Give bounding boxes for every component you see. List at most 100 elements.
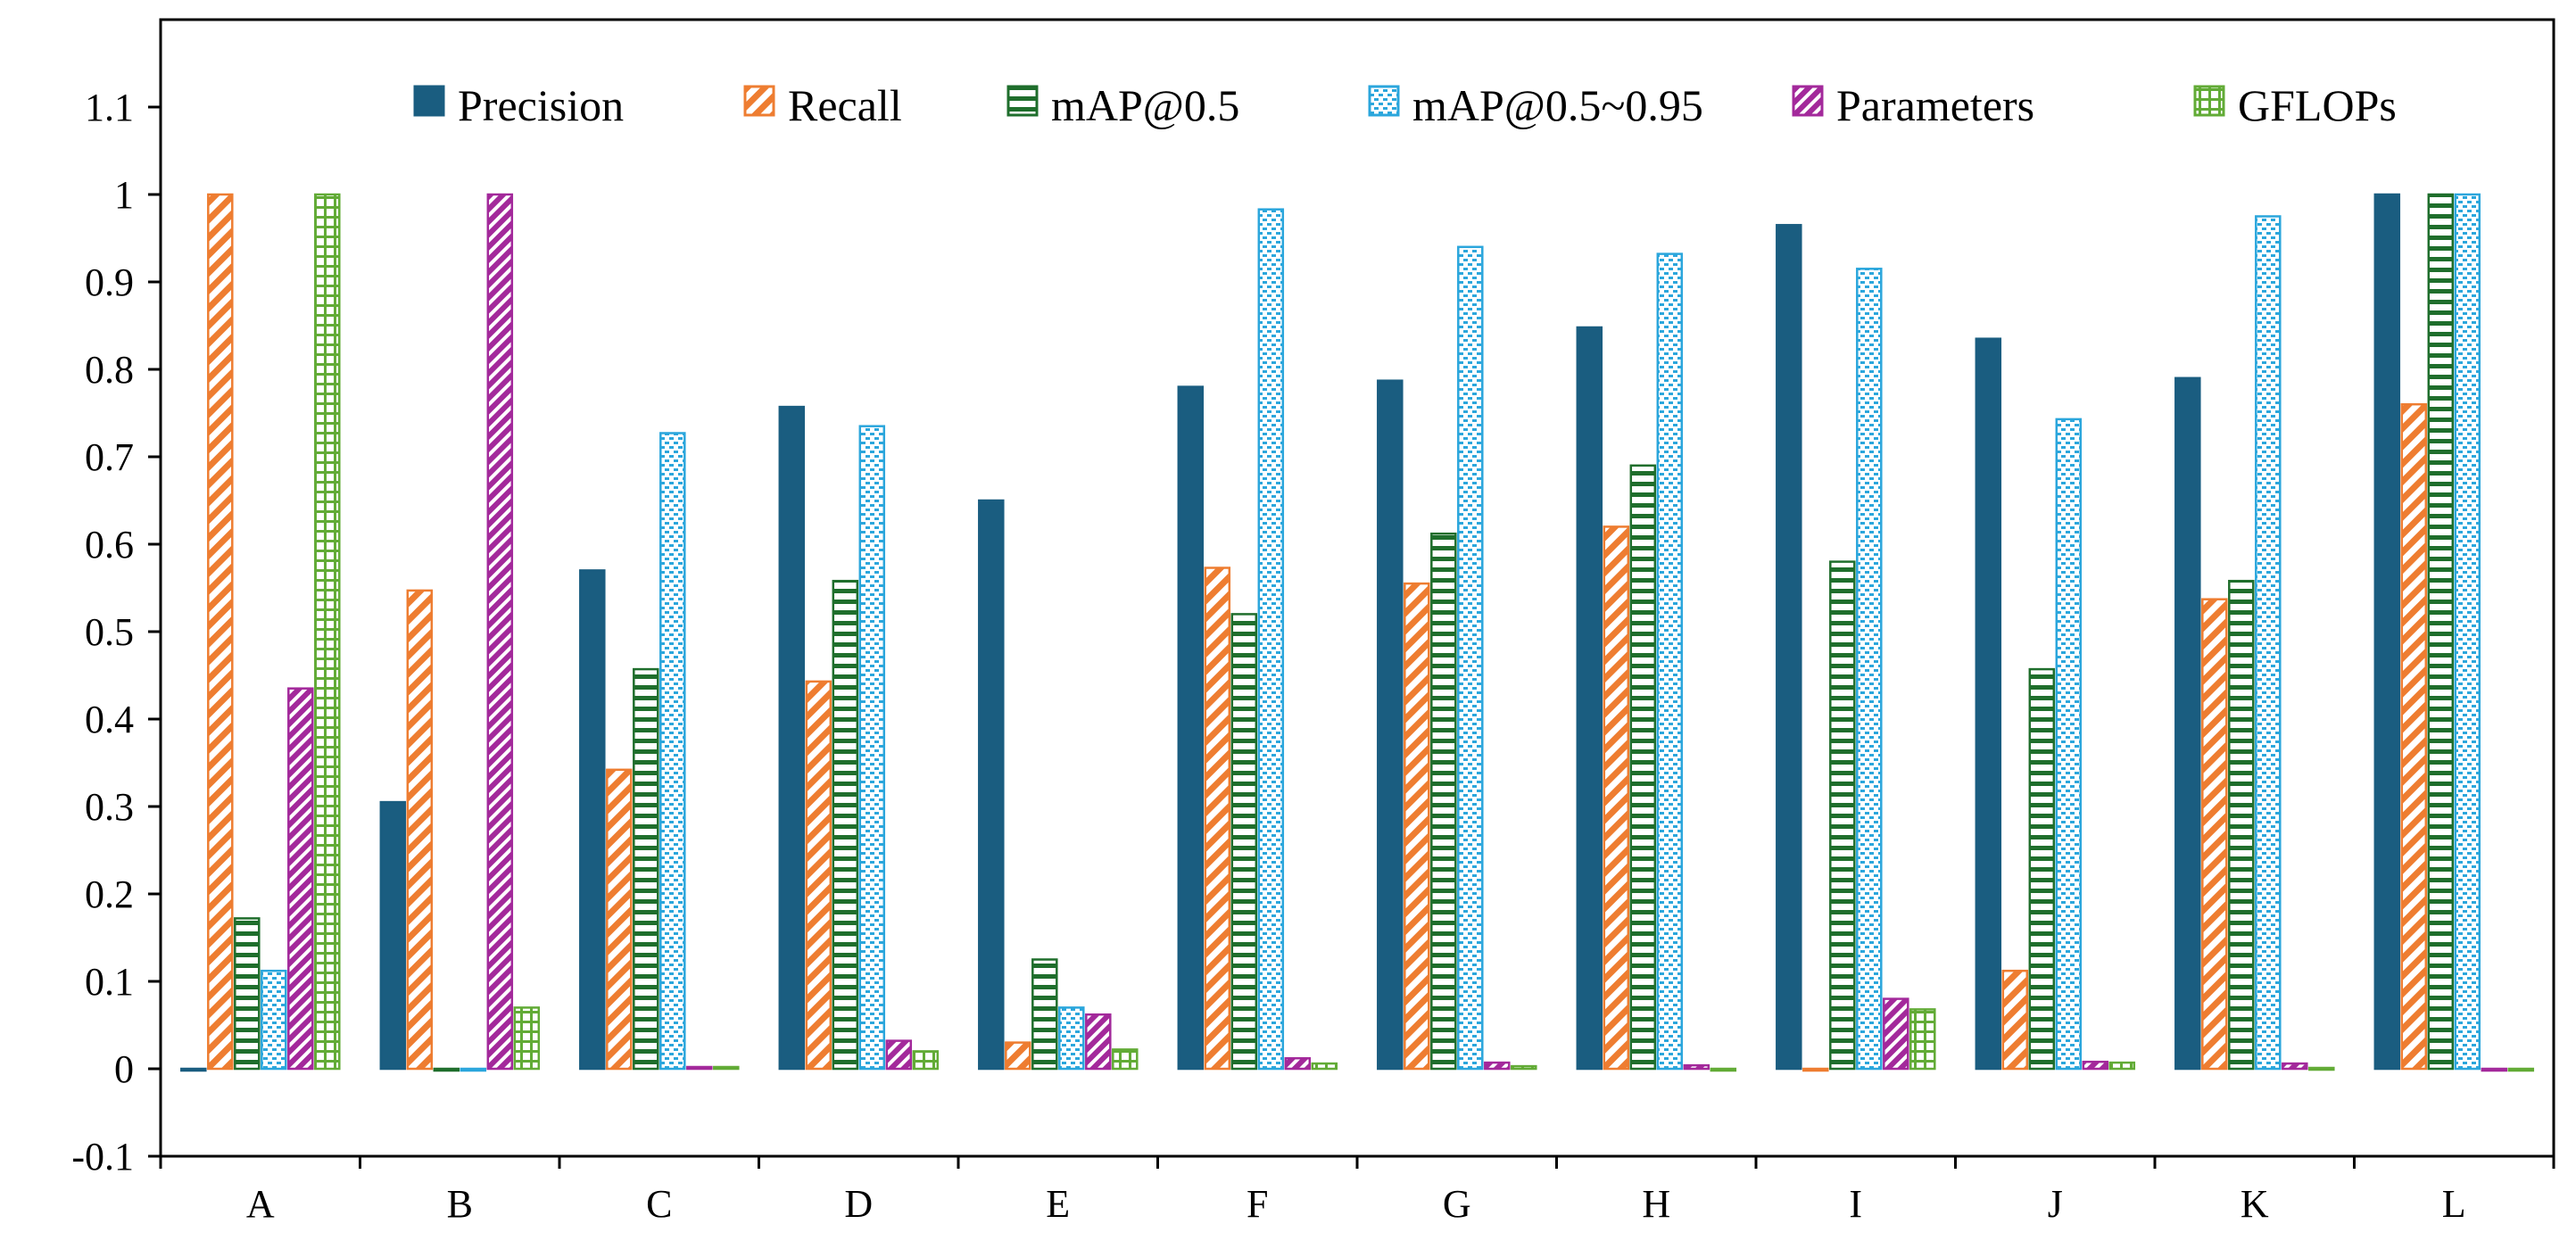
bar-L-Parameters bbox=[2481, 1067, 2508, 1072]
bar-C-mAP@0.5 bbox=[633, 667, 659, 1071]
bar-H-Precision bbox=[1576, 326, 1603, 1071]
bar-K-Parameters bbox=[2282, 1062, 2308, 1071]
x-tick-label: G bbox=[1443, 1182, 1471, 1226]
x-tick-label: E bbox=[1046, 1182, 1070, 1226]
legend-swatch bbox=[1792, 85, 1824, 117]
bar-A-Recall bbox=[207, 193, 234, 1071]
x-tick-label: D bbox=[844, 1182, 873, 1226]
y-tick-label: 0.4 bbox=[85, 698, 134, 741]
legend-swatch bbox=[743, 85, 775, 117]
legend-label: Parameters bbox=[1836, 80, 2034, 130]
bar-H-mAP@0.5 bbox=[1629, 464, 1657, 1071]
bar-E-mAP@0.5~0.95 bbox=[1058, 1006, 1085, 1071]
bar-C-Precision bbox=[579, 569, 606, 1071]
y-tick-label: 0.1 bbox=[85, 960, 134, 1004]
bar-K-Recall bbox=[2201, 598, 2228, 1071]
bar-H-mAP@0.5~0.95 bbox=[1656, 252, 1684, 1071]
bar-F-mAP@0.5~0.95 bbox=[1257, 208, 1285, 1071]
bar-I-mAP@0.5~0.95 bbox=[1856, 268, 1883, 1071]
bar-F-Precision bbox=[1177, 385, 1205, 1071]
bar-B-GFLOPs bbox=[513, 1006, 541, 1071]
legend: Precision Recall mAP@0.5 mAP@0.5~0.95 Parame… bbox=[413, 80, 2397, 130]
bar-C-Recall bbox=[606, 768, 633, 1071]
bar-C-mAP@0.5~0.95 bbox=[659, 432, 686, 1071]
legend-label: Recall bbox=[788, 80, 902, 130]
bar-L-Recall bbox=[2400, 402, 2428, 1071]
bar-G-GFLOPs bbox=[1511, 1064, 1537, 1071]
bar-L-GFLOPs bbox=[2507, 1067, 2535, 1072]
bar-B-mAP@0.5~0.95 bbox=[460, 1067, 487, 1072]
y-tick-label: 0.2 bbox=[85, 873, 134, 916]
bar-B-Parameters bbox=[486, 193, 514, 1071]
x-tick-label: A bbox=[246, 1182, 275, 1226]
y-tick-label: -0.1 bbox=[71, 1135, 134, 1179]
bar-B-Precision bbox=[379, 800, 407, 1071]
bar-L-mAP@0.5~0.95 bbox=[2454, 193, 2481, 1071]
bar-D-mAP@0.5~0.95 bbox=[858, 425, 886, 1071]
y-tick-label: 0.8 bbox=[85, 348, 134, 392]
y-tick-label: 0.6 bbox=[85, 523, 134, 567]
ticks-layer: -0.1 0 0.1 0.2 0.3 0.4 0.5 0.6 0.7 0.8 0.9 1 1.1 A B C D… bbox=[71, 86, 2555, 1226]
bar-G-Precision bbox=[1377, 379, 1404, 1071]
bar-K-mAP@0.5 bbox=[2228, 579, 2255, 1071]
bar-A-mAP@0.5 bbox=[234, 917, 261, 1071]
bar-I-Parameters bbox=[1883, 997, 1909, 1071]
bar-D-Precision bbox=[778, 405, 806, 1071]
bar-F-mAP@0.5 bbox=[1230, 613, 1258, 1071]
bar-I-mAP@0.5 bbox=[1829, 560, 1856, 1071]
x-tick-label: H bbox=[1642, 1182, 1670, 1226]
bar-A-mAP@0.5~0.95 bbox=[261, 969, 287, 1071]
legend-label: mAP@0.5~0.95 bbox=[1412, 80, 1703, 130]
bar-E-Parameters bbox=[1085, 1013, 1112, 1071]
bar-H-Parameters bbox=[1683, 1063, 1710, 1071]
bar-H-Recall bbox=[1603, 525, 1630, 1071]
bar-L-Precision bbox=[2373, 193, 2401, 1071]
legend-swatch bbox=[1006, 85, 1039, 117]
legend-label: mAP@0.5 bbox=[1051, 80, 1239, 130]
bar-C-Parameters bbox=[686, 1065, 713, 1071]
bar-G-Parameters bbox=[1484, 1061, 1511, 1071]
bar-E-GFLOPs bbox=[1112, 1048, 1139, 1071]
y-tick-label: 1.1 bbox=[85, 86, 134, 129]
bar-E-Precision bbox=[978, 499, 1005, 1071]
bar-B-Recall bbox=[406, 589, 434, 1071]
bar-K-mAP@0.5~0.95 bbox=[2255, 215, 2282, 1071]
bar-D-GFLOPs bbox=[912, 1050, 940, 1071]
bar-F-Parameters bbox=[1284, 1056, 1312, 1071]
x-tick-label: B bbox=[447, 1182, 473, 1226]
bar-E-Recall bbox=[1005, 1041, 1031, 1071]
bar-K-Precision bbox=[2174, 376, 2201, 1071]
bar-I-GFLOPs bbox=[1909, 1008, 1936, 1071]
bar-G-mAP@0.5 bbox=[1430, 532, 1457, 1071]
x-tick-label: L bbox=[2442, 1182, 2466, 1226]
y-tick-label: 0.7 bbox=[85, 435, 134, 479]
bar-J-Parameters bbox=[2082, 1060, 2109, 1071]
bar-G-mAP@0.5~0.95 bbox=[1457, 245, 1484, 1071]
bar-J-GFLOPs bbox=[2108, 1061, 2136, 1071]
bar-F-Recall bbox=[1204, 567, 1231, 1071]
legend-swatch bbox=[1368, 85, 1400, 117]
y-tick-label: 0.3 bbox=[85, 785, 134, 829]
bar-I-Precision bbox=[1776, 224, 1802, 1071]
bar-K-GFLOPs bbox=[2308, 1066, 2335, 1071]
bar-B-mAP@0.5 bbox=[433, 1067, 460, 1072]
y-tick-label: 0.5 bbox=[85, 610, 134, 654]
bar-D-mAP@0.5 bbox=[832, 579, 859, 1071]
bar-I-Recall bbox=[1802, 1067, 1829, 1072]
x-tick-label: K bbox=[2241, 1182, 2269, 1226]
bar-A-Precision bbox=[180, 1067, 207, 1072]
bar-H-GFLOPs bbox=[1710, 1067, 1737, 1072]
x-tick-label: F bbox=[1247, 1182, 1268, 1226]
bar-J-mAP@0.5~0.95 bbox=[2055, 418, 2083, 1071]
bar-D-Parameters bbox=[885, 1039, 913, 1071]
y-tick-label: 0 bbox=[114, 1047, 134, 1091]
legend-swatch bbox=[413, 85, 445, 117]
x-tick-label: I bbox=[1849, 1182, 1862, 1226]
bar-G-Recall bbox=[1404, 582, 1430, 1071]
bar-D-Recall bbox=[805, 680, 832, 1071]
bar-E-mAP@0.5 bbox=[1031, 958, 1058, 1071]
bar-J-Precision bbox=[1975, 337, 2002, 1071]
legend-label: Precision bbox=[458, 80, 624, 130]
legend-swatch bbox=[2193, 85, 2225, 117]
